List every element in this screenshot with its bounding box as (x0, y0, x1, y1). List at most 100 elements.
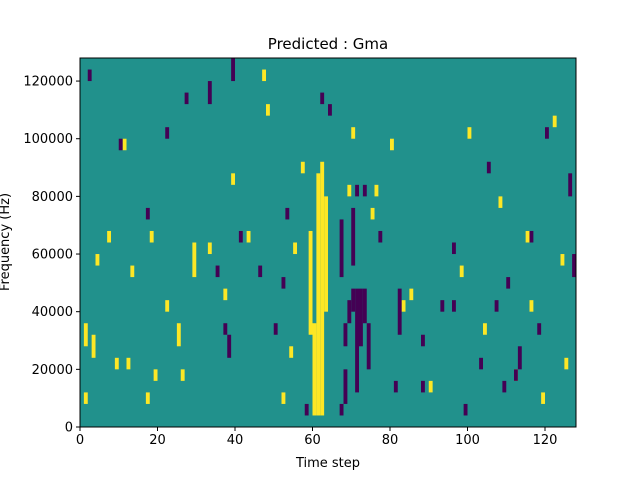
heatmap-cell-high (483, 323, 487, 335)
heatmap-cell-low (184, 92, 189, 105)
heatmap-cell-low (362, 184, 367, 197)
heatmap-cell-low (355, 288, 360, 393)
heatmap-cell-low (207, 81, 212, 105)
heatmap-cell-low (320, 92, 325, 105)
heatmap-cell-low (502, 380, 507, 393)
heatmap-cell-low (463, 403, 468, 416)
heatmap-cell-low (339, 403, 344, 416)
x-axis-ticks: 0 20 40 60 80 100 120 (76, 427, 558, 448)
heatmap-cell-low (421, 334, 425, 347)
heatmap-cell-high (300, 161, 305, 174)
heatmap-cell-low (223, 323, 228, 335)
heatmap-cell-high (83, 392, 88, 404)
heatmap-cell-high (409, 288, 414, 301)
x-tick-label: 40 (227, 433, 244, 448)
heatmap-cell-low (421, 380, 425, 393)
heatmap-cell-low (479, 357, 484, 370)
heatmap-cell-low (568, 173, 573, 197)
heatmap-cell-high (428, 380, 433, 393)
heatmap-cell-low (273, 323, 278, 335)
heatmap-cell-high (564, 357, 569, 370)
heatmap-cell-high (246, 230, 251, 243)
heatmap-cell-low (227, 334, 232, 358)
heatmap-cell-high (498, 196, 503, 208)
y-axis-label: Frequency (Hz) (0, 193, 13, 291)
heatmap-cell-high (351, 127, 356, 139)
y-tick-label: 60000 (32, 248, 73, 263)
heatmap-cell-high (262, 69, 267, 82)
heatmap-cell-high (316, 173, 321, 416)
heatmap-cell-low (285, 207, 290, 220)
heatmap-cell-low (258, 265, 263, 278)
heatmap-cell-low (545, 127, 549, 139)
heatmap-cell-high (308, 230, 313, 335)
heatmap-cell-low (572, 254, 577, 278)
y-tick-label: 0 (65, 421, 73, 436)
heatmap-cell-high (207, 242, 212, 255)
heatmap-cell-high (165, 300, 170, 312)
heatmap-cell-high (83, 323, 88, 347)
heatmap-cell-low (359, 288, 363, 347)
heatmap-cell-low (378, 230, 383, 243)
heatmap-cell-high (122, 138, 127, 151)
heatmap-cell-high (231, 173, 236, 185)
heatmap-cell-low (339, 219, 344, 278)
heatmap-cell-low (304, 403, 309, 416)
heatmap-cell-low (486, 161, 491, 174)
heatmap-cell-high (320, 161, 325, 416)
heatmap-cell-low (351, 288, 356, 312)
heatmap-cell-low (506, 277, 511, 289)
heatmap-cell-high (459, 265, 464, 278)
heatmap-cell-high (149, 230, 154, 243)
heatmap-cell-low (355, 184, 360, 197)
heatmap-cell-low (393, 380, 398, 393)
heatmap-cell-high (266, 104, 270, 116)
heatmap-cell-high (401, 300, 406, 312)
heatmap-cell-low (343, 369, 348, 404)
heatmap-cell-high (467, 127, 472, 139)
heatmap-cell-high (289, 346, 294, 358)
heatmap-cell-high (541, 392, 546, 404)
heatmap-cell-high (324, 196, 329, 312)
heatmap-cell-high (91, 334, 96, 358)
heatmap-cell-low (494, 300, 499, 312)
y-tick-label: 80000 (32, 190, 73, 205)
heatmap-cell-low (145, 207, 150, 220)
heatmap-cell-high (390, 138, 394, 151)
x-tick-label: 100 (455, 433, 480, 448)
heatmap-cell-high (525, 230, 530, 243)
x-tick-label: 60 (304, 433, 321, 448)
heatmap-cell-high (312, 323, 317, 416)
heatmap-cell-high (130, 265, 135, 278)
heatmap-cell-high (107, 230, 112, 243)
y-tick-label: 120000 (23, 75, 73, 90)
heatmap-cell-low (529, 230, 534, 243)
heatmap-cell-low (343, 323, 348, 347)
plot-area (79, 57, 577, 428)
heatmap-cell-high (95, 254, 100, 266)
x-axis-label: Time step (295, 456, 360, 471)
heatmap-cell-low (452, 300, 456, 312)
heatmap-cell-high (126, 357, 131, 370)
heatmap-cell-low (281, 277, 286, 289)
heatmap-cell-low (87, 69, 92, 82)
x-tick-label: 20 (149, 433, 166, 448)
y-tick-label: 20000 (32, 363, 73, 378)
heatmap-cell-high (347, 184, 352, 197)
x-tick-label: 80 (382, 433, 399, 448)
heatmap-cell-high (192, 242, 197, 278)
heatmap-cell-high (223, 288, 228, 301)
heatmap-cell-high (114, 357, 119, 370)
heatmap-cell-low (347, 300, 352, 324)
heatmap-cell-low (366, 323, 371, 370)
chart-title: Predicted : Gma (268, 35, 388, 53)
heatmap-cell-low (231, 58, 236, 82)
heatmap-cell-low (362, 288, 367, 324)
heatmap-cell-high (552, 115, 557, 128)
heatmap-cell-low (215, 265, 220, 278)
y-tick-label: 100000 (23, 132, 73, 147)
heatmap-cell-low (537, 323, 542, 335)
x-tick-label: 120 (533, 433, 558, 448)
heatmap-cell-low (165, 127, 170, 139)
